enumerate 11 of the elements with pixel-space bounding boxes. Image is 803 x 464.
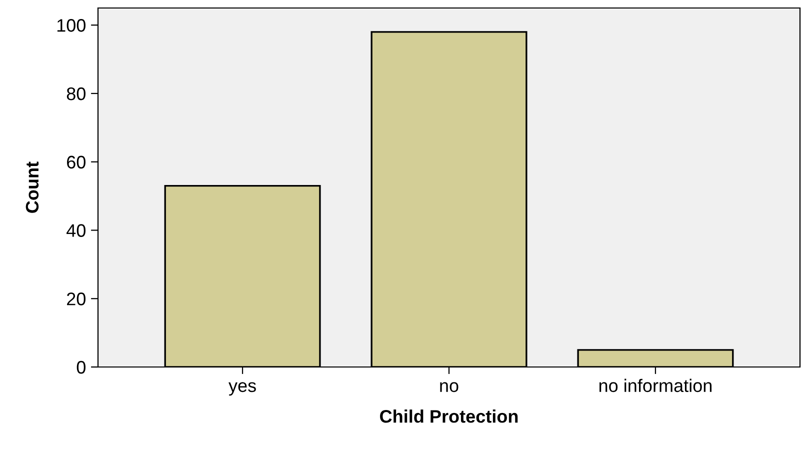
y-tick-label: 60 xyxy=(67,156,86,169)
y-tick-label: 0 xyxy=(76,360,86,374)
x-axis-title: Child Protection xyxy=(380,410,518,423)
y-tick-label: 20 xyxy=(67,292,86,306)
y-tick-label: 40 xyxy=(66,224,86,237)
y-tick-label: 80 xyxy=(66,87,86,100)
y-axis-title: Count xyxy=(26,162,39,213)
x-tick-label: no xyxy=(440,382,458,392)
x-tick-label: no information xyxy=(599,378,712,392)
x-tick-label: yes xyxy=(228,382,256,396)
y-tick-label: 100 xyxy=(57,19,86,32)
